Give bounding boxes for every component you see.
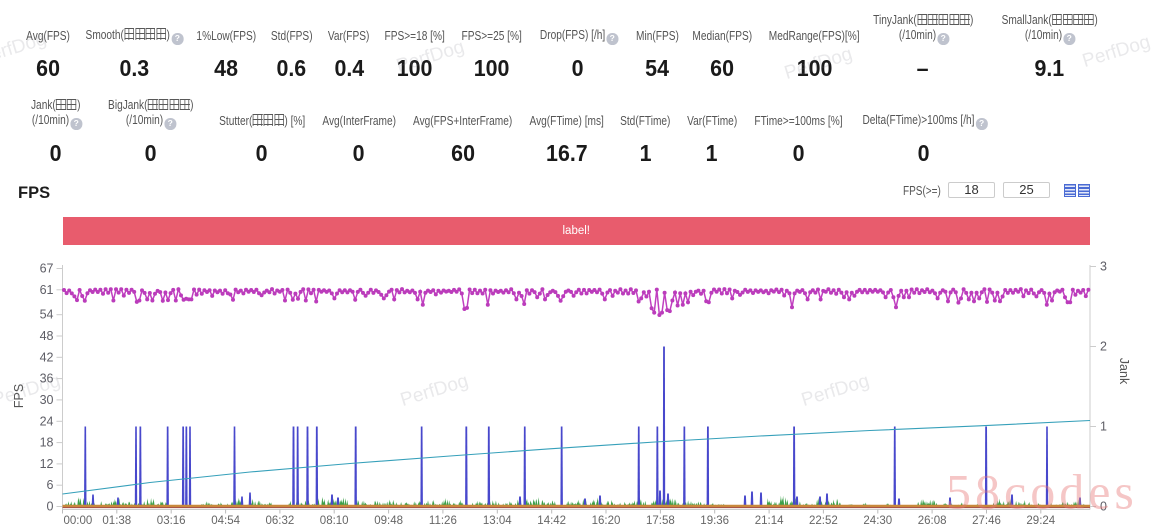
svg-text:03:16: 03:16 (157, 515, 186, 527)
svg-text:16:20: 16:20 (592, 515, 621, 527)
svg-text:67: 67 (40, 262, 54, 276)
svg-text:1: 1 (1100, 420, 1107, 434)
svg-text:2: 2 (1100, 340, 1107, 354)
svg-text:00:00: 00:00 (64, 515, 93, 527)
svg-text:29:24: 29:24 (1026, 515, 1055, 527)
svg-text:21:14: 21:14 (755, 515, 784, 527)
svg-text:30: 30 (40, 393, 54, 407)
svg-text:22:52: 22:52 (809, 515, 838, 527)
svg-text:04:54: 04:54 (211, 515, 240, 527)
svg-text:24:30: 24:30 (863, 515, 892, 527)
svg-text:19:36: 19:36 (700, 515, 729, 527)
svg-text:11:26: 11:26 (429, 515, 457, 527)
svg-text:58codes: 58codes (946, 464, 1138, 520)
svg-text:06:32: 06:32 (266, 515, 295, 527)
svg-text:36: 36 (40, 372, 54, 386)
svg-text:17:58: 17:58 (646, 515, 675, 527)
svg-text:12: 12 (40, 457, 54, 471)
svg-text:09:48: 09:48 (374, 515, 403, 527)
svg-text:24: 24 (40, 414, 54, 428)
svg-text:18: 18 (40, 436, 54, 450)
svg-text:14:42: 14:42 (537, 515, 566, 527)
svg-text:26:08: 26:08 (918, 515, 947, 527)
svg-text:54: 54 (40, 308, 54, 322)
svg-text:PerfDog: PerfDog (394, 37, 467, 77)
svg-text:61: 61 (40, 283, 54, 297)
svg-text:PerfDog: PerfDog (0, 29, 49, 69)
svg-text:01:38: 01:38 (102, 515, 131, 527)
svg-text:Jank: Jank (1117, 358, 1131, 385)
svg-text:27:46: 27:46 (972, 515, 1001, 527)
svg-text:13:04: 13:04 (483, 515, 512, 527)
svg-text:3: 3 (1100, 260, 1107, 274)
svg-text:42: 42 (40, 350, 54, 364)
svg-text:PerfDog: PerfDog (1080, 32, 1152, 72)
svg-text:48: 48 (40, 329, 54, 343)
svg-text:0: 0 (47, 500, 54, 514)
svg-text:PerfDog: PerfDog (782, 44, 855, 84)
svg-text:0: 0 (1100, 500, 1107, 514)
svg-text:PerfDog: PerfDog (799, 371, 872, 411)
svg-text:08:10: 08:10 (320, 515, 349, 527)
svg-text:PerfDog: PerfDog (398, 371, 471, 411)
svg-text:6: 6 (47, 478, 54, 492)
svg-text:FPS: FPS (12, 384, 26, 408)
